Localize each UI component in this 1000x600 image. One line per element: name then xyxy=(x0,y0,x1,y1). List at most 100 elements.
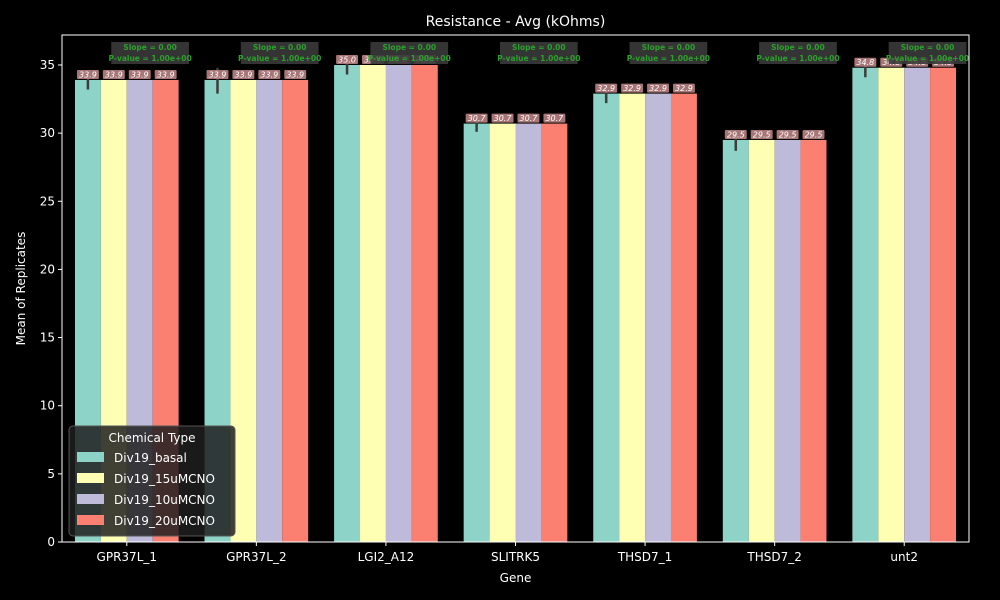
bar-label-box xyxy=(232,69,255,79)
bar-label-box xyxy=(854,57,877,67)
bar-label-box xyxy=(802,129,825,139)
legend-swatch xyxy=(77,473,104,483)
stats-annotation: Slope = 0.00 P-value = 1.00e+00 xyxy=(886,42,969,64)
stats-annotation-box xyxy=(759,42,837,64)
axes-layer: GPR37L_1 GPR37L_2 LGI2_A12 SLITRK5 THSD7_1 TH… xyxy=(40,34,970,564)
bar-label: 33.9 xyxy=(105,70,123,79)
bar-label: 30.7 xyxy=(494,114,513,123)
pvalue-text: P-value = 1.00e+00 xyxy=(627,54,710,63)
bar-label-box xyxy=(465,113,488,123)
slope-text: Slope = 0.00 xyxy=(901,43,955,52)
bar-label-group: 32.9 xyxy=(595,83,618,93)
legend-box xyxy=(68,425,236,537)
bar-label-box xyxy=(672,83,695,93)
bar xyxy=(593,93,620,543)
slope-text: Slope = 0.00 xyxy=(771,43,825,52)
y-tick-label: 15 xyxy=(40,331,55,345)
x-tick-label: SLITRK5 xyxy=(491,550,540,564)
bar-label-box xyxy=(258,69,281,79)
bar-label-box xyxy=(284,69,307,79)
y-tick-label: 20 xyxy=(40,262,55,276)
bar-label: 29.5 xyxy=(805,130,823,139)
legend-label: Div19_20uMCNO xyxy=(114,514,215,528)
bar xyxy=(748,139,775,542)
slope-text: Slope = 0.00 xyxy=(642,43,696,52)
x-tick-label: GPR37L_1 xyxy=(97,550,157,564)
bar xyxy=(334,64,361,542)
bar-label: 33.9 xyxy=(79,70,97,79)
legend-label: Div19_basal xyxy=(114,451,187,465)
bar-label-group: 30.7 xyxy=(543,113,566,123)
bar-label-box xyxy=(336,54,359,64)
bar-label: 33.9 xyxy=(209,70,227,79)
bar-label: 32.9 xyxy=(649,84,667,93)
y-tick-label: 25 xyxy=(40,194,55,208)
stats-annotation: Slope = 0.00 P-value = 1.00e+00 xyxy=(368,42,451,64)
bar-label: 32.9 xyxy=(623,84,641,93)
x-tick-label: GPR37L_2 xyxy=(226,550,286,564)
bar xyxy=(282,79,309,543)
bar-label: 35.0 xyxy=(338,55,356,64)
x-tick-label: LGI2_A12 xyxy=(358,550,415,564)
bar xyxy=(878,67,905,542)
bar xyxy=(722,139,749,542)
bar-label-group: 33.9 xyxy=(76,69,99,79)
stats-annotation: Slope = 0.00 P-value = 1.00e+00 xyxy=(108,42,192,64)
bar-label-box xyxy=(776,129,799,139)
legend-swatch xyxy=(77,515,104,525)
bar-label-group: 33.9 xyxy=(128,69,151,79)
bar-label-box xyxy=(154,69,177,79)
bar-label: 33.9 xyxy=(131,70,149,79)
bar-label-group: 29.5 xyxy=(802,129,825,139)
bar-label-box xyxy=(543,113,566,123)
bar-label-box xyxy=(491,113,514,123)
stats-annotation-box xyxy=(240,42,319,64)
slope-text: Slope = 0.00 xyxy=(123,43,177,52)
bar xyxy=(515,123,542,542)
bar-label: 29.5 xyxy=(727,130,745,139)
legend-entry: Div19_15uMCNO xyxy=(77,472,215,486)
x-axis-title: Gene xyxy=(500,571,532,585)
legend-entry: Div19_20uMCNO xyxy=(77,514,215,528)
bar-label-box xyxy=(724,129,747,139)
bar-label-group: 34.8 xyxy=(854,57,877,67)
x-tick-label: THSD7_2 xyxy=(746,550,801,564)
legend-swatch xyxy=(77,452,104,462)
pvalue-text: P-value = 1.00e+00 xyxy=(756,54,839,63)
bar-label-box xyxy=(647,83,669,93)
bar xyxy=(852,67,879,542)
bar-label-box xyxy=(517,113,540,123)
y-tick-label: 5 xyxy=(47,467,55,481)
bar-label-group: 35.0 xyxy=(336,54,359,64)
bar-label-box xyxy=(595,83,618,93)
bar xyxy=(930,67,957,542)
bar xyxy=(256,79,283,543)
bar-label-group: 29.5 xyxy=(724,129,747,139)
y-tick-label: 35 xyxy=(40,58,55,72)
bar-label: 32.9 xyxy=(597,84,615,93)
legend: Chemical Type Div19_basal Div19_15uMCNO Di… xyxy=(68,425,236,537)
y-axis-title: Mean of Replicates xyxy=(14,232,28,346)
bar-label-group: 33.9 xyxy=(284,69,307,79)
legend-title: Chemical Type xyxy=(108,431,195,445)
bar-label-group: 30.7 xyxy=(491,113,514,123)
bar-label-box xyxy=(102,69,125,79)
bar xyxy=(411,64,438,542)
bar-label-group: 32.9 xyxy=(672,83,695,93)
bar-label: 29.5 xyxy=(753,130,771,139)
bars-layer xyxy=(74,64,957,543)
bar-label: 33.9 xyxy=(157,70,175,79)
stats-annotation: Slope = 0.00 P-value = 1.00e+00 xyxy=(756,42,840,64)
stats-annotation: Slope = 0.00 P-value = 1.00e+00 xyxy=(627,42,710,64)
bar-label-group: 33.9 xyxy=(206,69,229,79)
bar xyxy=(904,67,931,542)
bar-label: 30.7 xyxy=(468,114,487,123)
bar-label-group: 32.9 xyxy=(621,83,644,93)
y-tick-label: 0 xyxy=(47,535,55,549)
bar-label: 30.7 xyxy=(520,114,539,123)
bar xyxy=(670,93,697,543)
bar-label: 33.9 xyxy=(260,70,278,79)
bar-label: 30.7 xyxy=(545,114,564,123)
stats-annotation-box xyxy=(111,42,189,64)
